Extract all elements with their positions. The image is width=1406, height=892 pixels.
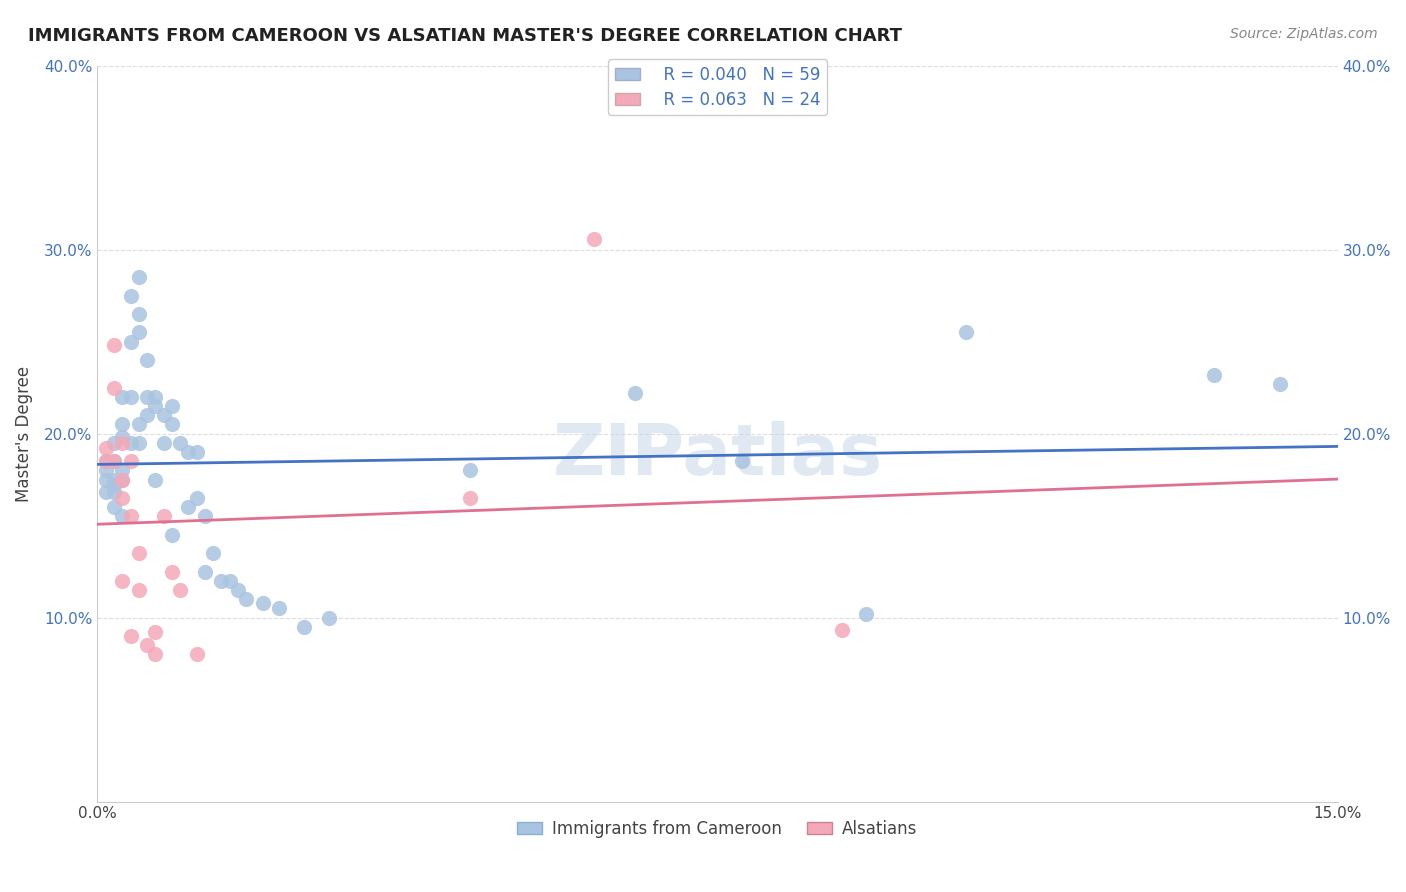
- Point: [186, 491, 208, 505]
- Point: [136, 408, 159, 422]
- Point: [128, 435, 150, 450]
- Point: [94, 454, 117, 468]
- Point: [211, 574, 233, 588]
- Point: [120, 509, 142, 524]
- Point: [169, 435, 191, 450]
- Y-axis label: Master's Degree: Master's Degree: [15, 366, 32, 501]
- Point: [94, 442, 117, 456]
- Point: [152, 509, 174, 524]
- Point: [120, 288, 142, 302]
- Point: [458, 491, 481, 505]
- Point: [143, 473, 166, 487]
- Legend: Immigrants from Cameroon, Alsatians: Immigrants from Cameroon, Alsatians: [510, 814, 924, 845]
- Text: IMMIGRANTS FROM CAMEROON VS ALSATIAN MASTER'S DEGREE CORRELATION CHART: IMMIGRANTS FROM CAMEROON VS ALSATIAN MAS…: [28, 27, 903, 45]
- Point: [235, 592, 257, 607]
- Point: [103, 500, 125, 515]
- Point: [143, 625, 166, 640]
- Point: [120, 629, 142, 643]
- Point: [111, 430, 134, 444]
- Point: [111, 463, 134, 477]
- Point: [177, 500, 200, 515]
- Point: [136, 390, 159, 404]
- Point: [160, 528, 183, 542]
- Point: [169, 582, 191, 597]
- Point: [731, 454, 754, 468]
- Point: [1202, 368, 1225, 382]
- Point: [111, 473, 134, 487]
- Point: [160, 399, 183, 413]
- Point: [136, 353, 159, 368]
- Point: [120, 334, 142, 349]
- Text: ZIPatlas: ZIPatlas: [553, 421, 883, 491]
- Point: [111, 509, 134, 524]
- Point: [152, 408, 174, 422]
- Point: [94, 485, 117, 500]
- Point: [103, 473, 125, 487]
- Point: [120, 454, 142, 468]
- Point: [128, 582, 150, 597]
- Point: [252, 596, 274, 610]
- Point: [111, 390, 134, 404]
- Point: [120, 435, 142, 450]
- Point: [160, 565, 183, 579]
- Point: [186, 648, 208, 662]
- Point: [177, 445, 200, 459]
- Point: [136, 638, 159, 652]
- Point: [202, 546, 225, 560]
- Point: [292, 620, 315, 634]
- Point: [855, 607, 877, 621]
- Point: [831, 624, 853, 638]
- Point: [103, 435, 125, 450]
- Point: [103, 381, 125, 395]
- Point: [1268, 376, 1291, 391]
- Point: [128, 546, 150, 560]
- Point: [143, 399, 166, 413]
- Point: [194, 565, 217, 579]
- Point: [128, 307, 150, 321]
- Point: [94, 454, 117, 468]
- Point: [103, 454, 125, 468]
- Point: [128, 417, 150, 432]
- Point: [624, 386, 647, 401]
- Point: [111, 491, 134, 505]
- Point: [128, 270, 150, 285]
- Point: [111, 574, 134, 588]
- Point: [143, 390, 166, 404]
- Point: [582, 231, 605, 245]
- Point: [111, 417, 134, 432]
- Point: [194, 509, 217, 524]
- Point: [103, 485, 125, 500]
- Point: [218, 574, 240, 588]
- Text: Source: ZipAtlas.com: Source: ZipAtlas.com: [1230, 27, 1378, 41]
- Point: [269, 601, 291, 615]
- Point: [226, 582, 249, 597]
- Point: [94, 463, 117, 477]
- Point: [458, 463, 481, 477]
- Point: [143, 648, 166, 662]
- Point: [103, 454, 125, 468]
- Point: [120, 390, 142, 404]
- Point: [128, 326, 150, 340]
- Point: [103, 478, 125, 492]
- Point: [111, 435, 134, 450]
- Point: [955, 326, 977, 340]
- Point: [160, 417, 183, 432]
- Point: [186, 445, 208, 459]
- Point: [318, 610, 340, 624]
- Point: [111, 473, 134, 487]
- Point: [103, 338, 125, 352]
- Point: [152, 435, 174, 450]
- Point: [94, 473, 117, 487]
